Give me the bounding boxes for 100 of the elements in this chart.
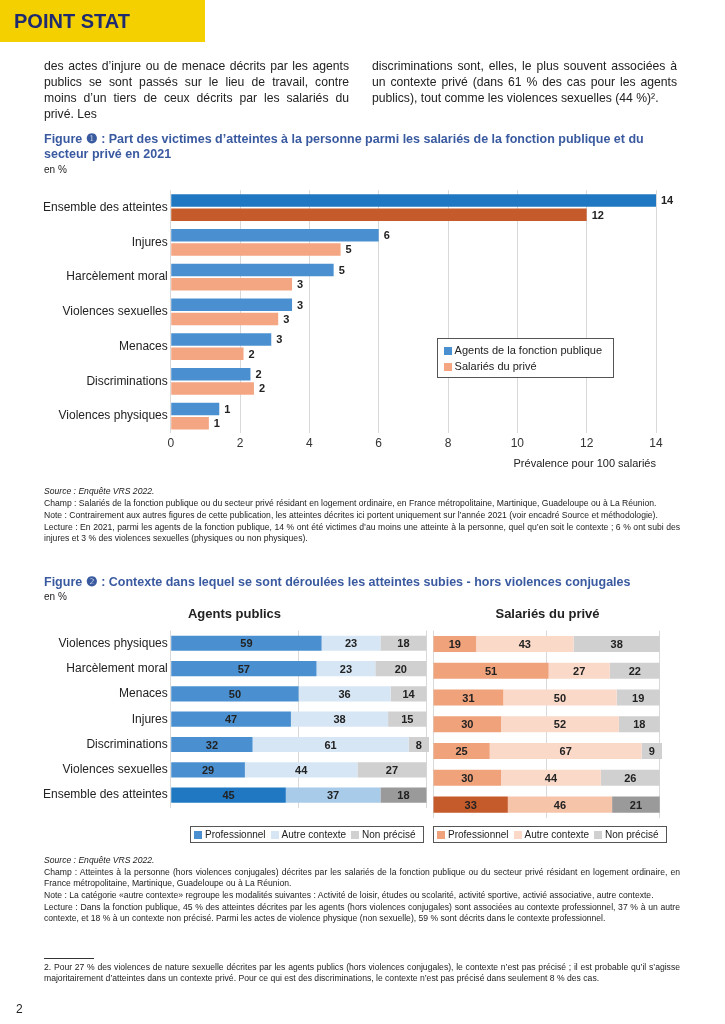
text: Figure ❷ : Contexte dans lequel se sont déroulées les atteintes subies - hors violences conjugales [44, 575, 632, 590]
data-label: 47 [224, 713, 238, 726]
y-tick-label: Ensemble des atteintes [42, 787, 168, 802]
data-label: 30 [461, 771, 474, 784]
source-note: Source : Enquête VRS 2022. [44, 855, 156, 866]
text: 2. Pour 27 % des violences de nature sexuelle décrites par les agents publics (hors violences conjugales), le contexte n’est pas précisé ; il est probable qu’il s’agisse majoritairement d’atteintes dans un contexte privé. Pour ce qui est des discriminations, le contexte n’est pas précisé dans seulement 8 % des cas. [44, 962, 680, 984]
bar [489, 743, 642, 760]
y-tick-label: Violences sexuelles [62, 762, 168, 777]
text: Champ : Salariés de la fonction publique ou du secteur privé résidant en logement ordinaire, en France métropolitaine, Martinique, Guadeloupe ou à La Réunion. [44, 498, 658, 509]
data-label: 27 [385, 763, 399, 776]
bar [171, 333, 272, 346]
y-tick-label: Discriminations [86, 736, 168, 751]
y-tick-label: Violences sexuelles [62, 304, 168, 319]
bar [433, 743, 490, 760]
legend-label: Autre contexte [524, 829, 590, 840]
bar [171, 367, 251, 381]
y-tick-label: Discriminations [86, 373, 168, 388]
data-label: 21 [629, 798, 643, 811]
data-label: 19 [448, 638, 461, 651]
data-label: 6 [383, 229, 390, 242]
legend-label: Professionnel [448, 829, 509, 840]
y-tick-label: Menaces [119, 686, 168, 701]
text: 2 [16, 1002, 23, 1016]
text: Note : La catégorie «autre contexte» regroupe les modalités suivantes : Activité de loisir, études ou scolarité, activité sportive, activié associative, autre contexte. [44, 890, 655, 901]
bar [171, 382, 254, 395]
x-tick-label: 8 [444, 435, 452, 450]
data-label: 46 [553, 798, 567, 811]
data-label: 2 [258, 382, 266, 395]
bar [171, 787, 286, 803]
x-tick-label: 14 [649, 435, 663, 450]
data-label: 59 [240, 637, 253, 650]
data-label: 37 [326, 789, 340, 802]
data-label: 52 [553, 718, 567, 731]
data-label: 3 [283, 312, 290, 325]
data-label: 38 [610, 638, 623, 651]
bar [316, 660, 376, 677]
text: Lecture : Dans la fonction publique, 45 % des atteintes décrites par les agents (hors violences conjugales) sont associées au contexte professionnel, 37 % à un autre contexte, et 18 % à un contexte non précisé. Parmi les actes de violence physique (non sexuelle), 59 % sont décrits dans le contexte professionnel. [44, 902, 680, 924]
text: discriminations sont, elles, le plus souvent associées à un contexte privé (dans 61 % des cas pour les agents publics), tout comme les violences sexuelles (44 %)². [372, 58, 677, 106]
data-label: 61 [324, 738, 337, 751]
bar [171, 243, 341, 256]
data-label: 29 [201, 763, 215, 776]
data-label: 20 [394, 662, 407, 675]
data-label: 23 [344, 637, 358, 650]
data-label: 12 [591, 208, 604, 221]
data-label: 18 [397, 637, 410, 650]
bar [252, 736, 409, 753]
data-label: 45 [222, 789, 235, 802]
data-label: 27 [573, 664, 586, 677]
bar [171, 277, 293, 291]
bar [171, 635, 322, 651]
data-label: 14 [402, 687, 416, 700]
y-tick-label: Menaces [119, 338, 168, 353]
x-tick-label: 12 [580, 435, 594, 450]
bar [171, 347, 244, 360]
chart-title: Salariés du privé [495, 606, 600, 622]
data-label: 32 [205, 738, 219, 751]
bar [171, 263, 334, 277]
bar [507, 796, 613, 813]
text: en % [44, 591, 67, 602]
data-label: 3 [297, 278, 304, 291]
bar [501, 769, 601, 786]
bar [171, 686, 299, 702]
legend-label: Non précisé [362, 829, 416, 840]
chart-title: Figure ❶ : Part des victimes d’atteintes à la personne parmi les salariés de la fonction publique et du secteur privé en 2021 [44, 132, 645, 162]
text: Lecture : En 2021, parmi les agents de la fonction publique, 14 % ont été victimes d’au moins une atteinte à la personne, quel qu’en soit le contexte ; 6 % ont subi des injures et 3 % des violences sexuelles (physiques ou non physiques). [44, 522, 680, 544]
data-label: 57 [237, 662, 250, 675]
bar [171, 762, 245, 778]
text: Champ : Atteintes à la personne (hors violences conjugales) décrites par les salariés de la fonction publique ou du secteur privé résidant en logement ordinaire, en France métropolitaine, Martinique, Guadeloupe ou à La Réunion. [44, 867, 680, 889]
bar [171, 194, 656, 207]
data-label: 51 [484, 664, 498, 677]
data-label: 22 [628, 664, 641, 677]
bar [171, 208, 587, 221]
data-label: 38 [333, 713, 346, 726]
bar [433, 769, 502, 786]
data-label: 43 [518, 638, 531, 651]
y-tick-label: Violences physiques [58, 635, 168, 650]
data-label: 44 [295, 763, 309, 776]
data-label: 30 [461, 718, 474, 731]
data-label: 14 [661, 194, 675, 207]
y-tick-label: Harcèlement moral [66, 269, 168, 284]
bar [548, 662, 610, 679]
legend-label: Autre contexte [281, 829, 347, 840]
bar [433, 662, 549, 679]
bar [501, 716, 619, 733]
data-label: 50 [553, 691, 567, 704]
legend-label: Salariés du privé [454, 360, 537, 372]
y-tick-label: Injures [131, 234, 168, 249]
data-label: 36 [338, 687, 351, 700]
legend-label: Agents de la fonction publique [454, 344, 602, 356]
data-label: 3 [297, 298, 304, 311]
data-label: 50 [228, 687, 242, 700]
bar [244, 762, 358, 778]
x-tick-label: 4 [306, 435, 314, 450]
legend-label: Professionnel [205, 829, 266, 840]
data-label: 2 [248, 347, 255, 360]
x-axis-title: Prévalence pour 100 salariés [513, 457, 657, 470]
bar [171, 416, 209, 430]
y-tick-label: Harcèlement moral [66, 660, 168, 675]
data-label: 5 [338, 263, 345, 276]
y-tick-label: Ensemble des atteintes [42, 199, 168, 214]
